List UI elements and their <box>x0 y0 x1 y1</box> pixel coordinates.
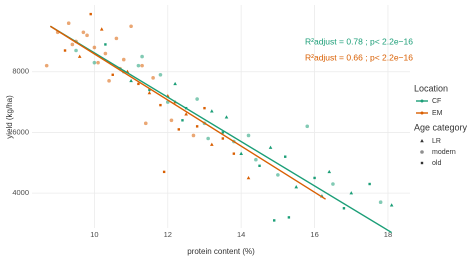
legend-title: Location <box>414 83 448 93</box>
x-tick-label: 14 <box>237 230 245 239</box>
point <box>114 36 119 41</box>
y-axis-label: yield (kg/ha) <box>5 95 14 139</box>
point <box>191 133 196 138</box>
point <box>181 119 184 122</box>
legend-key <box>420 150 424 154</box>
point <box>77 54 82 58</box>
point <box>195 125 199 128</box>
point <box>232 152 236 155</box>
legend-label: EM <box>432 110 443 117</box>
point <box>158 72 163 77</box>
fit-line <box>49 25 326 200</box>
y-tick-label: 4000 <box>12 188 29 197</box>
legend-label: CF <box>432 98 441 105</box>
point <box>331 182 335 186</box>
legend-key <box>420 99 424 103</box>
legend-key <box>420 139 424 143</box>
point <box>140 54 144 59</box>
point <box>74 48 78 53</box>
point <box>151 76 155 80</box>
point <box>239 151 243 155</box>
point <box>89 12 92 16</box>
point <box>169 118 174 123</box>
point <box>224 115 229 119</box>
point <box>210 109 214 113</box>
point <box>203 106 206 110</box>
point <box>206 136 210 141</box>
point <box>136 63 141 68</box>
point <box>284 155 287 158</box>
point <box>63 49 67 52</box>
legend-key <box>420 111 424 115</box>
point <box>103 51 108 56</box>
point <box>378 200 383 205</box>
point <box>140 63 144 68</box>
point <box>104 43 107 46</box>
legend-key <box>420 161 424 165</box>
x-tick-label: 10 <box>90 230 98 239</box>
point <box>246 133 251 138</box>
point <box>327 169 332 174</box>
point <box>342 207 346 210</box>
x-tick-label: 16 <box>310 230 318 239</box>
point <box>159 103 162 107</box>
legend-label: old <box>432 160 441 167</box>
point <box>258 164 261 168</box>
x-tick-label: 12 <box>164 230 172 239</box>
point <box>349 191 354 195</box>
y-tick-label: 8000 <box>12 67 29 76</box>
point <box>177 128 180 131</box>
point <box>137 82 140 86</box>
point <box>147 90 152 95</box>
point <box>66 21 71 26</box>
point <box>85 33 89 38</box>
point <box>92 45 97 50</box>
legend-label: LR <box>432 138 441 145</box>
point <box>268 145 273 149</box>
point <box>246 175 251 180</box>
point <box>96 60 100 65</box>
annotation: R²adjust = 0.78 ; p< 2.2e−16 <box>305 36 413 46</box>
point <box>305 124 310 129</box>
point <box>294 185 299 189</box>
legend-title: Age category <box>414 122 468 132</box>
point <box>107 79 111 83</box>
point <box>389 203 394 207</box>
x-tick-label: 18 <box>384 230 392 239</box>
point <box>210 142 214 146</box>
point <box>162 170 166 174</box>
point <box>111 73 114 76</box>
point <box>129 24 133 29</box>
point <box>287 216 291 219</box>
y-tick-label: 6000 <box>12 127 29 136</box>
point <box>276 173 280 177</box>
point <box>254 157 258 162</box>
point <box>143 121 148 126</box>
point <box>81 30 86 35</box>
point <box>195 97 199 101</box>
point <box>44 63 49 68</box>
point <box>368 182 371 186</box>
annotation: R²adjust = 0.66 ; p< 2.2e−16 <box>305 52 413 62</box>
fit-line <box>49 25 393 234</box>
point <box>273 219 276 222</box>
point <box>221 137 225 140</box>
x-axis-label: protein content (%) <box>187 247 255 256</box>
point <box>92 60 97 65</box>
point <box>129 78 133 83</box>
point <box>148 88 151 92</box>
legend-label: modern <box>432 149 456 156</box>
point <box>121 57 126 62</box>
point <box>221 131 225 134</box>
point <box>184 112 188 116</box>
point <box>99 27 104 31</box>
point <box>70 42 75 47</box>
point <box>313 176 316 180</box>
point <box>173 81 177 86</box>
